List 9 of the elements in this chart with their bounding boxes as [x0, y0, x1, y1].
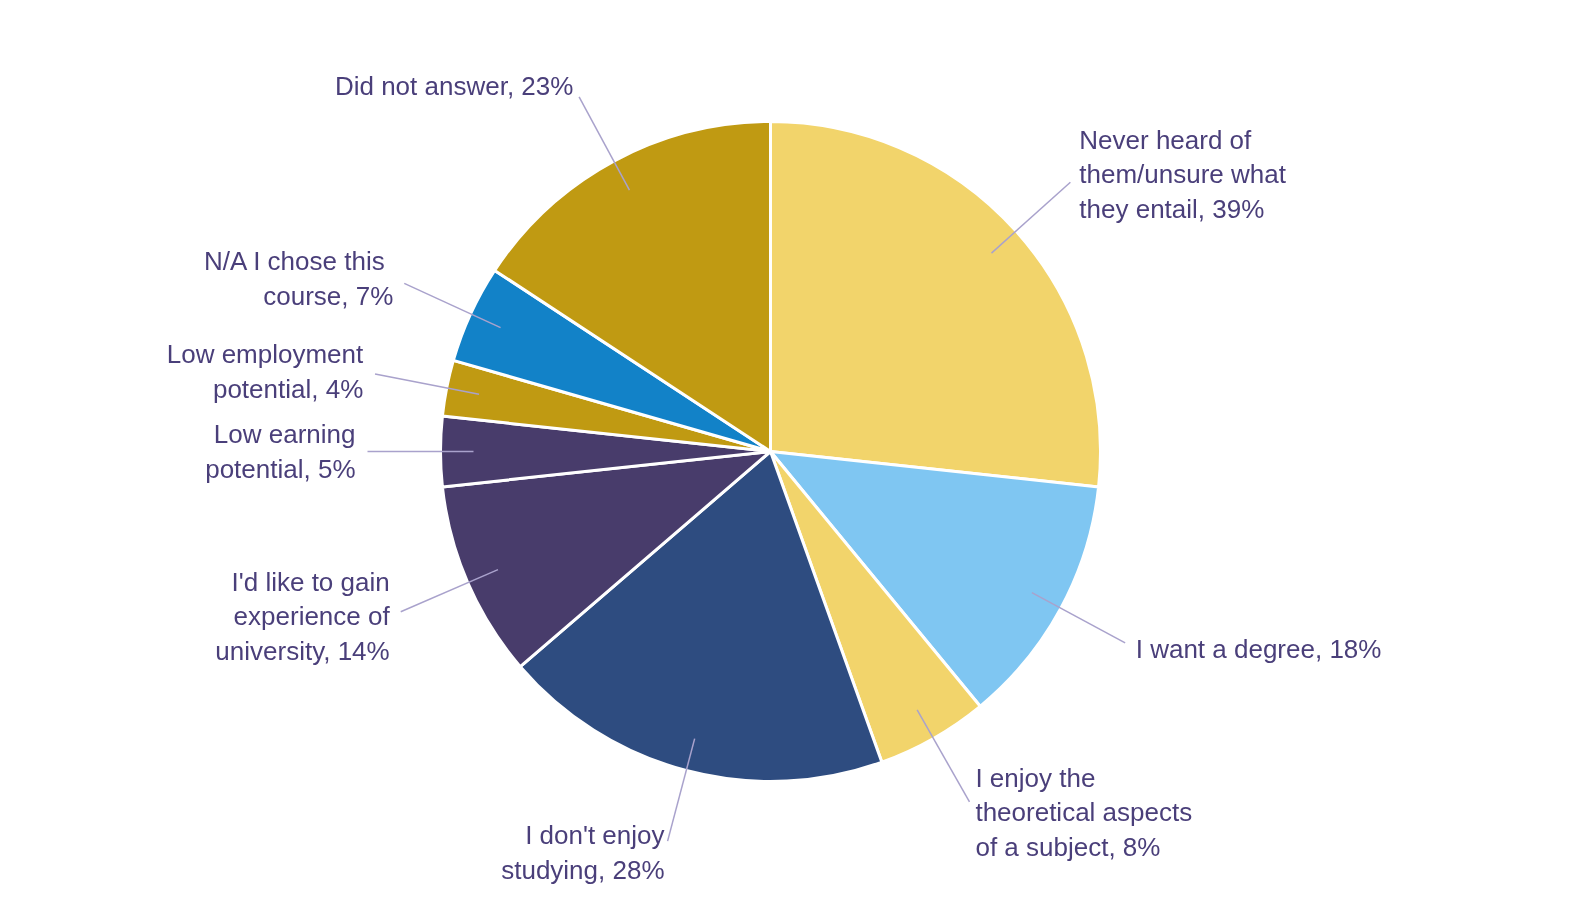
slice-label: N/A I chose this course, 7%	[204, 246, 394, 311]
slice-label: I'd like to gain experience of university, 14%	[215, 566, 391, 666]
slice-label: Low employment potential, 4%	[166, 339, 365, 404]
slice-label: I don't enjoy studying, 28%	[501, 820, 665, 885]
slice-label: Low earning potential, 5%	[205, 419, 356, 484]
slice-label: Never heard of them/unsure what they entail, 39%	[1079, 124, 1287, 224]
slice-label: Did not answer, 23%	[334, 71, 574, 102]
slice-label: I want a degree, 18%	[1135, 633, 1382, 664]
slice-label: I enjoy the theoretical aspects of a subject, 8%	[975, 762, 1193, 862]
